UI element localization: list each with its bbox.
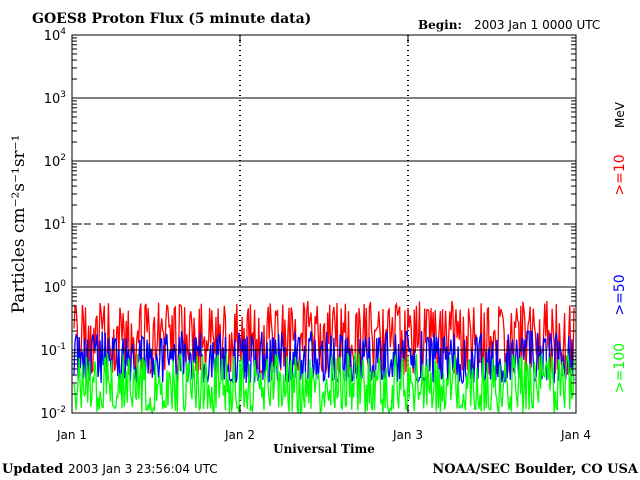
x-axis-label: Universal Time: [273, 442, 375, 456]
updated-label: Updated: [2, 462, 63, 477]
series-layer: [73, 300, 575, 416]
x-tick-label: Jan 4: [560, 428, 591, 442]
y-tick-label: 103: [44, 90, 66, 107]
legend-unit: MeV: [613, 101, 627, 128]
x-tick-label: Jan 2: [224, 428, 255, 442]
legend: >=10 MeV >=50 >=100: [612, 101, 628, 393]
series-line-1: [73, 300, 575, 376]
legend-entry: >=50: [612, 274, 628, 315]
x-tick-label: Jan 1: [56, 428, 87, 442]
series-line-2: [73, 330, 575, 385]
begin-label: Begin:: [418, 18, 462, 32]
legend-label: >=100: [612, 343, 628, 393]
y-tick-label: 104: [44, 27, 67, 44]
begin-value: 2003 Jan 1 0000 UTC: [474, 18, 600, 32]
y-axis-label: Particles cm⁻²s⁻¹sr⁻¹: [9, 135, 29, 314]
chart-title: GOES8 Proton Flux (5 minute data): [32, 11, 311, 27]
legend-entry: >=10 MeV: [612, 101, 628, 195]
threshold-lines: [72, 223, 576, 351]
series-line-3: [73, 350, 575, 416]
y-tick-label: 101: [44, 216, 66, 233]
y-tick-label: 102: [44, 153, 66, 170]
plot-area: [71, 34, 577, 416]
axis-ticks: [72, 34, 576, 414]
x-tick-labels: Jan 1 Jan 2 Jan 3 Jan 4: [56, 428, 591, 442]
y-tick-labels: 10-2 10-1 100 101 102 103 104: [40, 27, 66, 422]
y-tick-label: 10-1: [40, 342, 66, 359]
y-tick-label: 100: [44, 279, 67, 296]
updated-value: 2003 Jan 3 23:56:04 UTC: [68, 462, 218, 476]
legend-label: >=50: [612, 274, 628, 315]
y-tick-label: 10-2: [40, 405, 66, 422]
legend-entry: >=100: [612, 343, 628, 393]
credit: NOAA/SEC Boulder, CO USA: [432, 462, 639, 477]
legend-label: >=10: [612, 154, 628, 195]
x-tick-label: Jan 3: [392, 428, 423, 442]
